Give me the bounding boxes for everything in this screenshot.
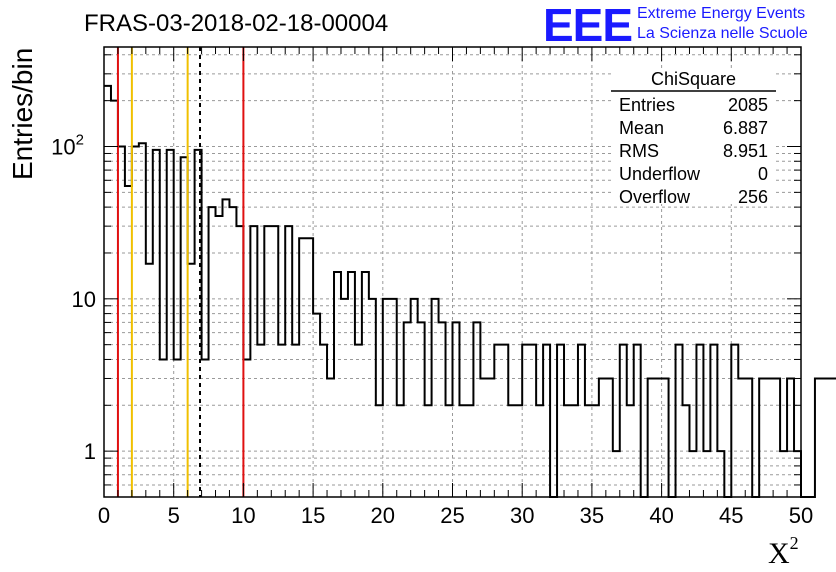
x-axis-label: X2 (768, 533, 799, 570)
x-tick-label: 25 (440, 503, 464, 528)
stats-row-value: 8.951 (723, 141, 768, 161)
stats-row-value: 256 (738, 187, 768, 207)
logo-subtitle-line1: Extreme Energy Events (637, 5, 806, 22)
x-tick-label: 45 (719, 503, 743, 528)
x-tick-label: 15 (301, 503, 325, 528)
y-tick-label: 10 (72, 287, 96, 312)
y-tick-label: 1 (84, 439, 96, 464)
x-axis-label-main: X (768, 537, 790, 570)
x-axis-label-sup: 2 (790, 533, 799, 553)
x-tick-label: 10 (231, 503, 255, 528)
histogram-steps (104, 84, 836, 498)
x-tick-label: 0 (98, 503, 110, 528)
x-tick-label: 40 (649, 503, 673, 528)
logo-subtitle-line2: La Scienza nelle Scuole (637, 25, 808, 42)
histogram-layer (104, 84, 836, 498)
tick-layer: 0 5 10 15 20 25 30 35 40 45 50 1 10 102 (51, 47, 813, 528)
stats-row-label: Underflow (619, 164, 701, 184)
stats-box-title: ChiSquare (651, 69, 736, 89)
stats-row-label: Entries (619, 95, 675, 115)
stats-row-value: 0 (758, 164, 768, 184)
y-tick-label: 102 (51, 131, 84, 159)
y-axis-label: Entries/bin (7, 48, 38, 180)
vertical-lines-layer (116, 47, 245, 497)
x-tick-label: 35 (580, 503, 604, 528)
x-tick-label: 20 (371, 503, 395, 528)
x-tick-label: 5 (168, 503, 180, 528)
x-tick-label: 30 (510, 503, 534, 528)
stats-row-label: Overflow (619, 187, 691, 207)
stats-row-label: RMS (619, 141, 659, 161)
eee-logo: EEE (543, 0, 633, 51)
stats-row-label: Mean (619, 118, 664, 138)
x-tick-label: 50 (789, 503, 813, 528)
stats-row-value: 6.887 (723, 118, 768, 138)
chart-title: FRAS-03-2018-02-18-00004 (84, 10, 389, 37)
stats-row-value: 2085 (728, 95, 768, 115)
stats-box: ChiSquare Entries 2085 Mean 6.887 RMS 8.951 Und… (611, 68, 776, 207)
